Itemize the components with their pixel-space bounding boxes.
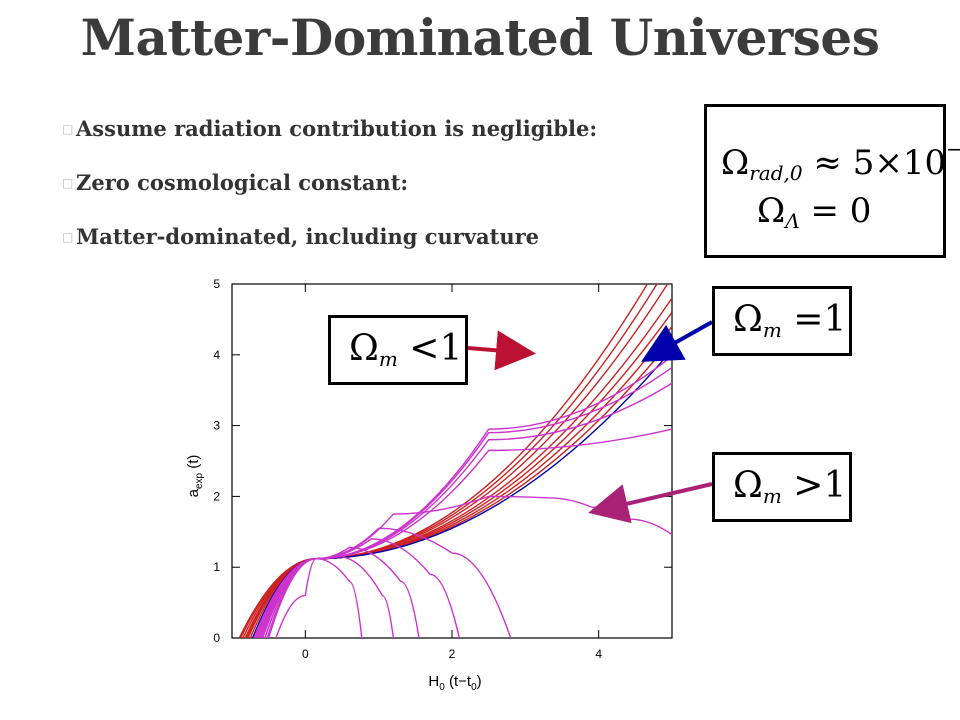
omega-symbol: Ω — [757, 191, 786, 231]
equation-value: 1 — [823, 465, 847, 506]
bullet-mark-icon: □ — [62, 176, 74, 190]
relation-symbol: ≈ — [813, 143, 842, 183]
relation-symbol: = — [793, 299, 824, 340]
x-tick-label: 0 — [302, 647, 309, 661]
equation-exponent: −5 — [946, 137, 960, 161]
bullet-list: □ Assume radiation contribution is neglig… — [62, 112, 597, 274]
y-tick-label: 4 — [213, 348, 220, 362]
omega-rad-equation: Ωrad,0 ≈ 5×10−5 — [721, 137, 960, 185]
series-line-closed — [253, 355, 672, 638]
bullet-item: □ Zero cosmological constant: — [62, 166, 597, 220]
omega-subscript: m — [378, 347, 398, 371]
relation-symbol: < — [409, 328, 440, 369]
series-line-closed — [266, 555, 395, 638]
equation-value: 5×10 — [852, 143, 947, 183]
relation-symbol: > — [793, 465, 824, 506]
series-line-closed — [264, 558, 317, 638]
omega-symbol: Ω — [733, 299, 763, 340]
bullet-mark-icon: □ — [62, 230, 74, 244]
y-tick-label: 2 — [213, 489, 220, 503]
omega-subscript: Λ — [785, 209, 800, 233]
x-tick-label: 4 — [595, 647, 602, 661]
equation-value: 0 — [849, 191, 872, 231]
expansion-factor-chart: 0 2 4 0 1 2 3 4 5 aexp (t) H0 (t−t0) — [185, 277, 673, 693]
omega-gt-one-box: Ωm >1 — [712, 452, 852, 522]
y-tick-label: 5 — [213, 277, 220, 291]
equation-value: 1 — [439, 328, 463, 369]
omega-symbol: Ω — [721, 143, 750, 183]
series-line-closed — [254, 366, 672, 638]
omega-subscript: m — [762, 318, 782, 342]
bullet-text: Zero cosmological constant: — [76, 170, 409, 195]
series-line-closed — [257, 428, 672, 638]
omega-lambda-equation: ΩΛ = 0 — [757, 191, 871, 233]
bullet-item: □ Matter-dominated, including curvature — [62, 220, 597, 274]
bullet-item: □ Assume radiation contribution is neglig… — [62, 112, 597, 166]
omega-eq-equation: Ωm =1 — [733, 299, 846, 342]
y-tick-label: 0 — [213, 631, 220, 645]
radiation-lambda-equation-box: Ωrad,0 ≈ 5×10−5 ΩΛ = 0 — [704, 104, 960, 258]
page-title: Matter-Dominated Universes — [80, 8, 880, 67]
omega-lt-equation: Ωm <1 — [349, 328, 462, 371]
bullet-text: Matter-dominated, including curvature — [76, 224, 540, 249]
series-line-closed — [260, 527, 512, 638]
relation-symbol: = — [810, 191, 839, 231]
omega-eq-one-box: Ωm =1 — [712, 286, 852, 356]
series-line-flat — [251, 349, 672, 638]
x-tick-label: 2 — [449, 647, 456, 661]
omega-symbol: Ω — [349, 328, 379, 369]
y-tick-label: 1 — [213, 560, 220, 574]
x-axis-label: H0 (t−t0) — [428, 673, 481, 693]
y-axis-label: aexp (t) — [185, 455, 205, 498]
y-tick-label: 3 — [213, 419, 220, 433]
series-line-open — [242, 284, 669, 638]
bullet-text: Assume radiation contribution is negligi… — [76, 116, 598, 141]
series-line-closed — [267, 558, 363, 638]
bullet-mark-icon: □ — [62, 122, 74, 136]
omega-symbol: Ω — [733, 465, 763, 506]
omega-gt-equation: Ωm >1 — [733, 465, 846, 508]
omega-subscript: rad,0 — [749, 161, 803, 185]
equation-value: 1 — [823, 299, 847, 340]
omega-lt-one-box: Ωm <1 — [328, 315, 468, 385]
omega-subscript: m — [762, 484, 782, 508]
series-line-closed — [264, 546, 420, 638]
